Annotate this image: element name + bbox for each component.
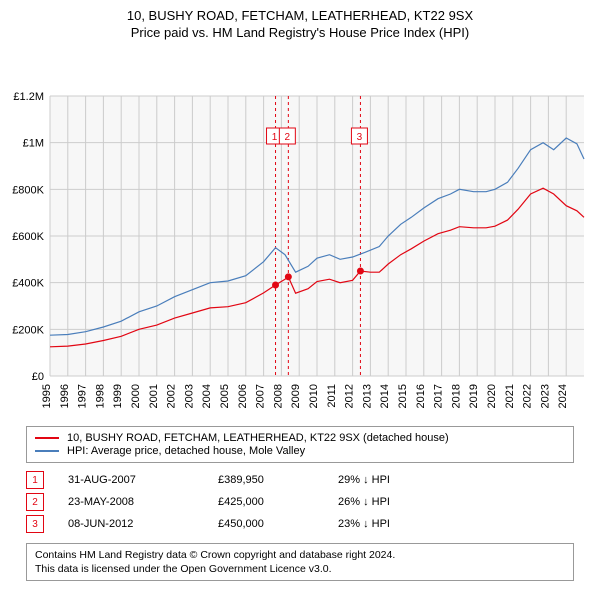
svg-text:2002: 2002 bbox=[166, 384, 178, 408]
chart-svg: £0 £200K £400K £600K £800K £1M £1.2M 1995 1996 19… bbox=[0, 40, 600, 420]
svg-text:1997: 1997 bbox=[77, 384, 89, 408]
sale-price: £450,000 bbox=[218, 518, 338, 530]
svg-text:2013: 2013 bbox=[361, 384, 373, 408]
svg-text:£200K: £200K bbox=[12, 324, 44, 336]
svg-text:1995: 1995 bbox=[41, 384, 53, 408]
svg-text:£800K: £800K bbox=[12, 184, 44, 196]
svg-text:£1.2M: £1.2M bbox=[13, 91, 44, 103]
legend-label-property: 10, BUSHY ROAD, FETCHAM, LEATHERHEAD, KT… bbox=[67, 432, 449, 444]
sale-date: 23-MAY-2008 bbox=[68, 496, 218, 508]
svg-text:£0: £0 bbox=[32, 371, 44, 383]
chart: £0 £200K £400K £600K £800K £1M £1.2M 1995 1996 19… bbox=[0, 40, 600, 420]
sale-diff: 23% ↓ HPI bbox=[338, 518, 458, 530]
footer-line2: This data is licensed under the Open Gov… bbox=[35, 562, 565, 576]
legend-swatch-hpi bbox=[35, 450, 59, 452]
svg-text:£400K: £400K bbox=[12, 278, 44, 290]
svg-text:2007: 2007 bbox=[255, 384, 267, 408]
svg-text:1: 1 bbox=[272, 132, 278, 143]
svg-text:1996: 1996 bbox=[59, 384, 71, 408]
sale-marker-box-1: 1 bbox=[26, 471, 44, 489]
svg-text:1998: 1998 bbox=[94, 384, 106, 408]
svg-text:2009: 2009 bbox=[290, 384, 302, 408]
svg-text:2008: 2008 bbox=[272, 384, 284, 408]
table-row: 2 23-MAY-2008 £425,000 26% ↓ HPI bbox=[26, 493, 574, 511]
svg-text:2019: 2019 bbox=[468, 384, 480, 408]
svg-text:2004: 2004 bbox=[201, 384, 213, 408]
legend: 10, BUSHY ROAD, FETCHAM, LEATHERHEAD, KT… bbox=[26, 426, 574, 463]
svg-text:2015: 2015 bbox=[397, 384, 409, 408]
svg-text:2012: 2012 bbox=[344, 384, 356, 408]
svg-text:2011: 2011 bbox=[326, 384, 338, 408]
svg-text:2006: 2006 bbox=[237, 384, 249, 408]
svg-text:2016: 2016 bbox=[415, 384, 427, 408]
sales-table: 1 31-AUG-2007 £389,950 29% ↓ HPI 2 23-MA… bbox=[26, 471, 574, 533]
svg-text:£1M: £1M bbox=[23, 138, 44, 150]
chart-container: 10, BUSHY ROAD, FETCHAM, LEATHERHEAD, KT… bbox=[0, 0, 600, 581]
legend-swatch-property bbox=[35, 437, 59, 439]
svg-text:1999: 1999 bbox=[112, 384, 124, 408]
sale-marker-box-3: 3 bbox=[26, 515, 44, 533]
footer: Contains HM Land Registry data © Crown c… bbox=[26, 543, 574, 581]
svg-text:2017: 2017 bbox=[433, 384, 445, 408]
sale-date: 08-JUN-2012 bbox=[68, 518, 218, 530]
svg-text:2022: 2022 bbox=[522, 384, 534, 408]
sale-marker-box-2: 2 bbox=[26, 493, 44, 511]
title-line2: Price paid vs. HM Land Registry's House … bbox=[0, 25, 600, 40]
footer-line1: Contains HM Land Registry data © Crown c… bbox=[35, 548, 565, 562]
svg-text:2000: 2000 bbox=[130, 384, 142, 408]
svg-text:2021: 2021 bbox=[504, 384, 516, 408]
legend-row: 10, BUSHY ROAD, FETCHAM, LEATHERHEAD, KT… bbox=[35, 432, 565, 444]
legend-row: HPI: Average price, detached house, Mole… bbox=[35, 445, 565, 457]
svg-text:£600K: £600K bbox=[12, 231, 44, 243]
table-row: 3 08-JUN-2012 £450,000 23% ↓ HPI bbox=[26, 515, 574, 533]
sale-diff: 26% ↓ HPI bbox=[338, 496, 458, 508]
svg-text:3: 3 bbox=[357, 132, 363, 143]
sale-price: £425,000 bbox=[218, 496, 338, 508]
svg-text:2: 2 bbox=[285, 132, 291, 143]
legend-label-hpi: HPI: Average price, detached house, Mole… bbox=[67, 445, 305, 457]
svg-text:2005: 2005 bbox=[219, 384, 231, 408]
sale-diff: 29% ↓ HPI bbox=[338, 474, 458, 486]
svg-text:2010: 2010 bbox=[308, 384, 320, 408]
sale-price: £389,950 bbox=[218, 474, 338, 486]
svg-text:2003: 2003 bbox=[183, 384, 195, 408]
svg-text:2018: 2018 bbox=[450, 384, 462, 408]
sale-date: 31-AUG-2007 bbox=[68, 474, 218, 486]
svg-text:2014: 2014 bbox=[379, 384, 391, 408]
svg-text:2024: 2024 bbox=[557, 384, 569, 408]
table-row: 1 31-AUG-2007 £389,950 29% ↓ HPI bbox=[26, 471, 574, 489]
svg-text:2023: 2023 bbox=[539, 384, 551, 408]
svg-text:2001: 2001 bbox=[148, 384, 160, 408]
title-line1: 10, BUSHY ROAD, FETCHAM, LEATHERHEAD, KT… bbox=[0, 8, 600, 23]
svg-text:2020: 2020 bbox=[486, 384, 498, 408]
titles: 10, BUSHY ROAD, FETCHAM, LEATHERHEAD, KT… bbox=[0, 0, 600, 40]
